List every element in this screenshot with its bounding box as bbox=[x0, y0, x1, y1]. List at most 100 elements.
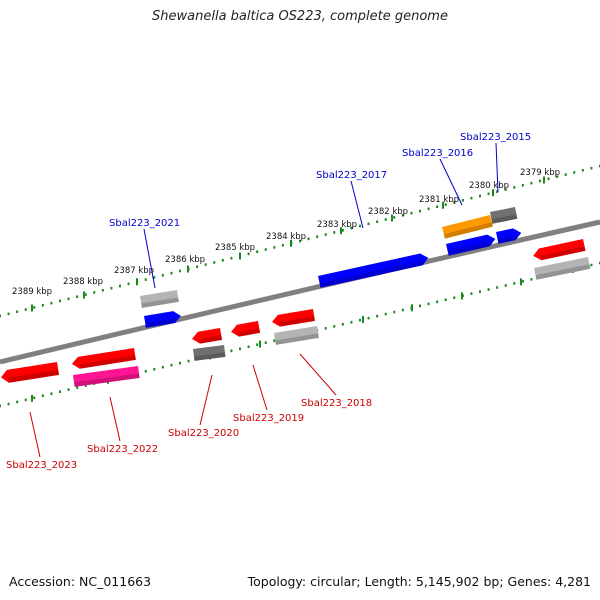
inner-ring-dot bbox=[427, 302, 430, 306]
outer-ring-dot bbox=[324, 233, 327, 236]
gene-label-sbal223-2021[interactable]: Sbal223_2021 bbox=[109, 218, 180, 229]
gene-red-right[interactable] bbox=[532, 238, 586, 262]
outer-ring-dot bbox=[76, 295, 79, 299]
gene-label-sbal223-2018[interactable]: Sbal223_2018 bbox=[301, 398, 372, 409]
inner-ring-major-tick bbox=[520, 278, 522, 286]
inner-ring-dot bbox=[384, 312, 387, 316]
outer-ring-major-tick bbox=[492, 189, 494, 197]
outer-ring-major-tick bbox=[290, 239, 292, 247]
leader-sbal223-2020 bbox=[199, 374, 213, 426]
inner-ring-major-tick bbox=[411, 304, 413, 312]
inner-ring-dot bbox=[530, 278, 533, 281]
inner-ring-dot bbox=[359, 318, 361, 322]
leader-sbal223-2021 bbox=[143, 228, 156, 289]
gene-sbal223-2015-grey[interactable] bbox=[490, 206, 518, 224]
outer-ring-dot bbox=[144, 278, 147, 281]
gene-sbal223-2022-magenta[interactable] bbox=[73, 366, 140, 387]
inner-ring-dot bbox=[41, 394, 44, 398]
outer-ring-dot bbox=[564, 173, 567, 176]
inner-ring-dot bbox=[341, 322, 344, 326]
inner-ring-dot bbox=[350, 320, 353, 324]
inner-ring-dot bbox=[187, 359, 190, 363]
outer-ring-dot bbox=[341, 228, 344, 232]
inner-ring-major-tick bbox=[461, 292, 463, 300]
gene-sbal223-2021-grey[interactable] bbox=[140, 290, 179, 308]
gene-sbal223-2020-grey[interactable] bbox=[193, 344, 226, 361]
outer-ring-dot bbox=[487, 192, 490, 196]
outer-ring-major-tick bbox=[83, 291, 85, 299]
leader-sbal223-2023 bbox=[29, 411, 41, 458]
outer-tick-ring bbox=[0, 164, 600, 318]
outer-ring-dot bbox=[0, 314, 1, 318]
outer-ring-dot bbox=[24, 308, 27, 311]
outer-ring-dot bbox=[213, 261, 216, 264]
outer-ring-dot bbox=[316, 235, 319, 239]
inner-ring-dot bbox=[419, 304, 421, 308]
tick-label-2382: 2382 kbp bbox=[368, 207, 408, 217]
outer-ring-dot bbox=[419, 209, 421, 213]
gene-label-sbal223-2019[interactable]: Sbal223_2019 bbox=[233, 413, 304, 424]
kbp-scale-labels: 2379 kbp 2380 kbp 2381 kbp 2382 kbp 2383… bbox=[12, 168, 560, 297]
inner-ring-major-tick bbox=[31, 394, 33, 402]
inner-ring-dot bbox=[24, 398, 27, 402]
inner-ring-dot bbox=[401, 308, 404, 312]
outer-ring-dot bbox=[470, 196, 473, 200]
gene-sbal223-2021[interactable] bbox=[144, 310, 182, 328]
tick-label-2389: 2389 kbp bbox=[12, 287, 52, 297]
outer-ring-dot bbox=[530, 181, 533, 185]
outer-ring-dot bbox=[93, 291, 96, 294]
gene-sbal223-2018-grey[interactable] bbox=[274, 326, 319, 345]
gene-sbal223-2017[interactable] bbox=[318, 252, 430, 288]
gene-sbal223-2016[interactable] bbox=[446, 233, 497, 256]
gene-sbal223-2016-orange[interactable] bbox=[442, 214, 493, 239]
outer-ring-dot bbox=[101, 288, 104, 292]
inner-ring-dot bbox=[256, 343, 259, 347]
gene-label-sbal223-2017[interactable]: Sbal223_2017 bbox=[316, 170, 387, 181]
outer-ring-dot bbox=[384, 218, 387, 221]
inner-ring-dot bbox=[479, 290, 481, 293]
outer-ring-dot bbox=[7, 312, 10, 316]
gene-grey-right[interactable] bbox=[534, 257, 591, 280]
gene-labels: Sbal223_2015 Sbal223_2016 Sbal223_2017 S… bbox=[6, 132, 531, 471]
outer-ring-dot bbox=[547, 177, 550, 181]
outer-ring-dot bbox=[556, 175, 559, 179]
inner-ring-dot bbox=[247, 345, 250, 349]
outer-ring-dot bbox=[479, 194, 481, 198]
tick-label-2385: 2385 kbp bbox=[215, 243, 255, 253]
outer-ring-major-tick bbox=[136, 278, 138, 286]
inner-ring-dot bbox=[84, 384, 87, 387]
gene-sbal223-2023[interactable] bbox=[0, 361, 60, 384]
gene-label-sbal223-2020[interactable]: Sbal223_2020 bbox=[168, 428, 239, 439]
tick-label-2380: 2380 kbp bbox=[469, 181, 509, 191]
inner-ring-dot bbox=[144, 369, 147, 373]
outer-ring-dot bbox=[350, 226, 353, 230]
inner-ring-dot bbox=[521, 280, 524, 283]
gene-label-sbal223-2015[interactable]: Sbal223_2015 bbox=[460, 132, 531, 143]
gene-sbal223-2022[interactable] bbox=[71, 347, 136, 370]
accession-text: Accession: NC_011663 bbox=[9, 574, 152, 589]
outer-ring-dot bbox=[590, 166, 593, 170]
inner-ring-dot bbox=[33, 396, 36, 400]
inner-ring-dot bbox=[16, 400, 19, 404]
gene-sbal223-2019[interactable] bbox=[230, 321, 261, 338]
inner-ring-dot bbox=[453, 296, 456, 300]
gene-sbal223-2018[interactable] bbox=[271, 308, 315, 328]
outer-ring-dot bbox=[299, 239, 301, 243]
outer-ring-dot bbox=[504, 188, 507, 191]
inner-ring-dot bbox=[504, 284, 507, 287]
inner-ring-dot bbox=[496, 286, 499, 289]
leader-sbal223-2016 bbox=[439, 158, 463, 206]
inner-ring-dot bbox=[436, 300, 439, 304]
outer-ring-dot bbox=[41, 303, 44, 307]
gene-sbal223-2020[interactable] bbox=[191, 328, 223, 345]
gene-sbal223-2015[interactable] bbox=[496, 227, 522, 244]
gene-label-sbal223-2016[interactable]: Sbal223_2016 bbox=[402, 148, 473, 159]
inner-ring-dot bbox=[161, 365, 164, 369]
outer-ring-major-tick bbox=[340, 227, 342, 235]
outer-ring-dot bbox=[427, 207, 430, 211]
gene-label-sbal223-2023[interactable]: Sbal223_2023 bbox=[6, 460, 77, 471]
inner-ring-major-tick bbox=[362, 315, 364, 323]
outer-ring-dot bbox=[393, 216, 396, 219]
gene-label-sbal223-2022[interactable]: Sbal223_2022 bbox=[87, 444, 158, 455]
leader-sbal223-2015 bbox=[495, 142, 499, 193]
